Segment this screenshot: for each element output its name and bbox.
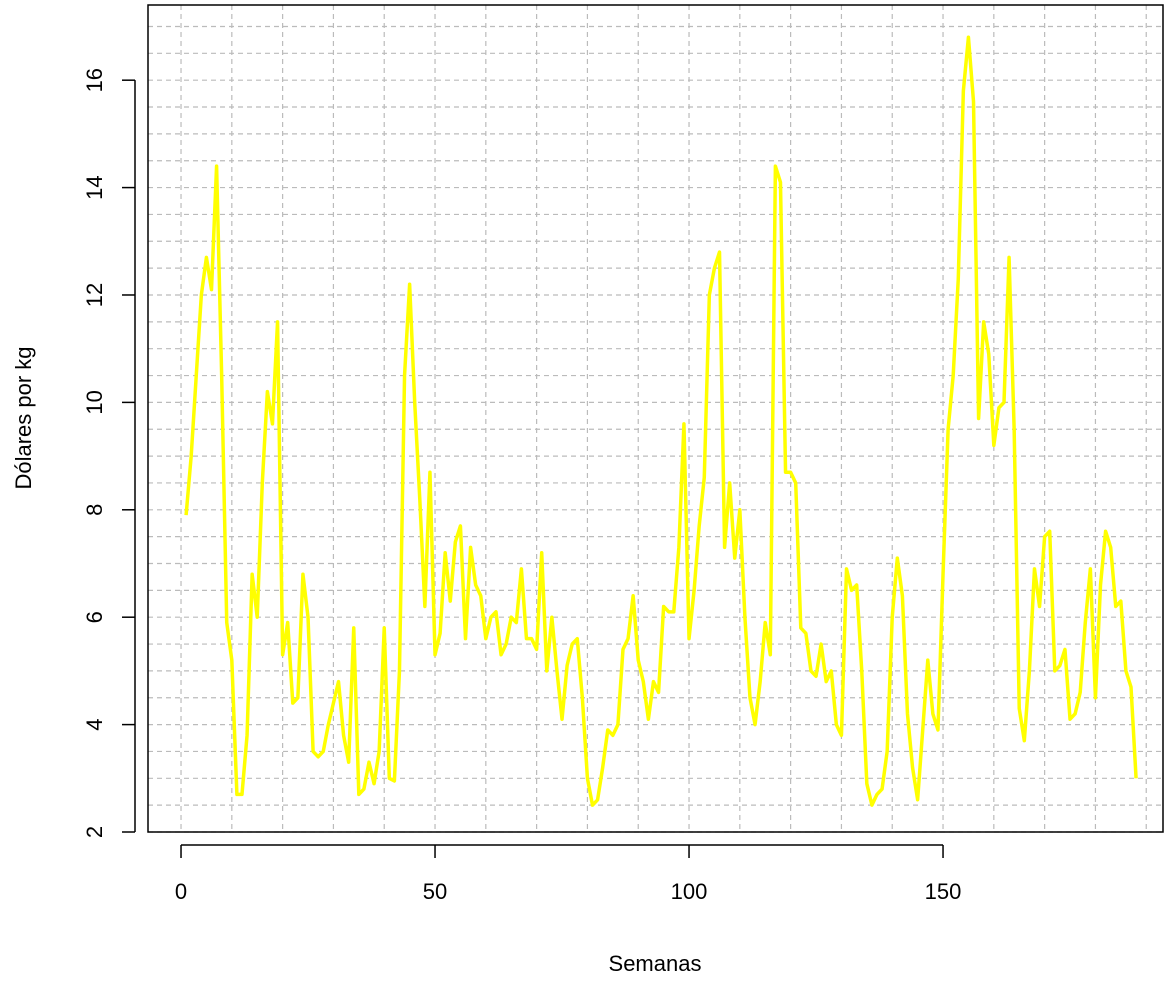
y-tick-label: 14	[82, 175, 107, 199]
y-axis-label: Dólares por kg	[11, 346, 36, 489]
data-line	[184, 35, 1138, 807]
y-tick-label: 10	[82, 390, 107, 414]
y-tick-label: 12	[82, 283, 107, 307]
y-tick-label: 4	[82, 718, 107, 730]
y-tick-label: 8	[82, 504, 107, 516]
y-tick-label: 2	[82, 826, 107, 838]
x-tick-label: 150	[925, 879, 962, 904]
y-tick-label: 6	[82, 611, 107, 623]
x-tick-label: 0	[175, 879, 187, 904]
plot-box	[147, 4, 1164, 833]
x-tick-label: 100	[671, 879, 708, 904]
x-axis-label: Semanas	[609, 951, 702, 976]
y-tick-label: 16	[82, 68, 107, 92]
x-tick-label: 50	[423, 879, 447, 904]
